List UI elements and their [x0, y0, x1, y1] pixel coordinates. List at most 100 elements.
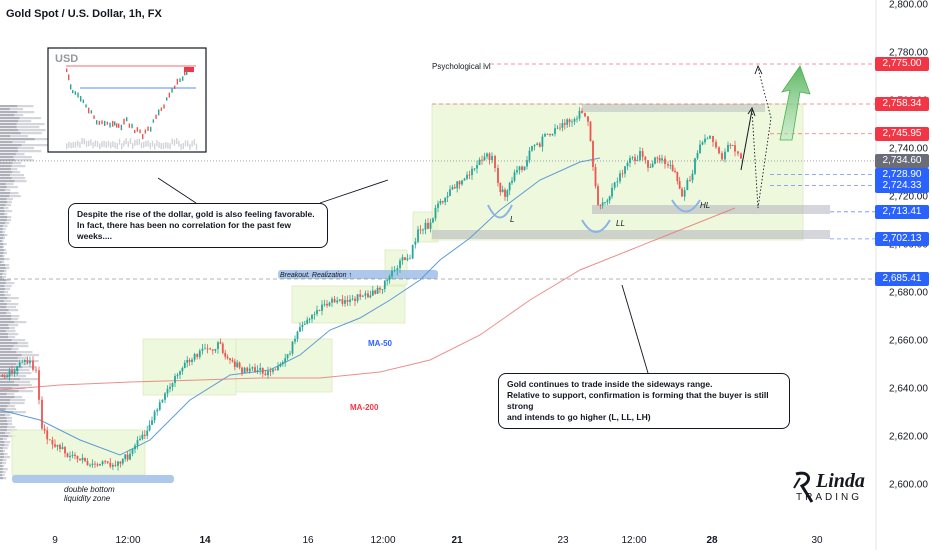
profile-bar	[0, 468, 3, 471]
profile-bar	[0, 309, 9, 312]
candle-body	[544, 134, 546, 137]
profile-bar	[0, 351, 33, 354]
profile-bar	[0, 297, 8, 300]
profile-bar	[0, 318, 12, 321]
profile-bar	[0, 405, 8, 408]
y-tick-label: 2,780.00	[889, 48, 928, 59]
profile-bar	[0, 447, 8, 450]
profile-bar	[0, 195, 21, 198]
higher-low-label: HL	[700, 201, 710, 210]
candle-body	[414, 241, 417, 245]
inset-volume-bar	[121, 143, 123, 150]
range-note-line-1: Gold continues to trade inside the sidew…	[507, 379, 713, 389]
candle-body	[272, 369, 274, 372]
candle-body	[678, 181, 681, 189]
candle-body	[313, 314, 316, 315]
profile-bar	[0, 237, 4, 240]
inset-candle	[186, 70, 188, 75]
candle-body	[251, 367, 254, 369]
candle-body	[229, 358, 231, 361]
projection-dotted-head	[754, 64, 763, 75]
candle-body	[126, 454, 129, 460]
candle-body	[516, 170, 518, 173]
swing-curve	[581, 219, 611, 233]
candle-body	[531, 146, 533, 151]
candle-body	[504, 189, 506, 197]
profile-bar	[0, 336, 9, 339]
candle-body	[16, 366, 19, 371]
candle-body	[658, 158, 661, 161]
y-tick-label: 2,800.00	[889, 0, 928, 11]
candle-body	[94, 463, 96, 465]
candle-body	[261, 367, 264, 374]
profile-bar	[0, 459, 3, 462]
ma200-line	[0, 207, 736, 391]
inset-candle	[136, 127, 139, 132]
x-tick-label: 21	[451, 535, 463, 546]
profile-bar	[0, 330, 6, 333]
candle-body	[601, 202, 604, 206]
inset-volume-bar	[99, 143, 101, 150]
candle-body	[181, 367, 184, 372]
candle-body	[161, 399, 164, 403]
price-tag: 2,758.34	[875, 96, 929, 111]
inset-candle	[77, 92, 79, 98]
candle-body	[171, 383, 174, 387]
candle-body	[721, 153, 723, 160]
projection-arrow-head	[747, 106, 756, 117]
profile-bar	[0, 186, 7, 189]
candle-body	[51, 439, 54, 445]
profile-bar	[0, 429, 17, 432]
profile-bar	[0, 402, 10, 405]
candle-body	[473, 168, 476, 170]
inset-volume-bar	[156, 140, 158, 147]
candle-body	[338, 299, 341, 301]
profile-bar	[0, 432, 6, 435]
candle-body	[439, 201, 442, 204]
candle-body	[13, 370, 16, 374]
inset-candle	[112, 120, 114, 127]
price-tag: 2,728.90	[875, 167, 929, 182]
profile-bar	[0, 243, 4, 246]
y-tick-label: 2,640.00	[889, 384, 928, 395]
profile-bar	[0, 444, 5, 447]
profile-bar	[0, 474, 2, 477]
candle-body	[38, 370, 40, 400]
candle-body	[374, 290, 377, 294]
candle-body	[592, 141, 594, 168]
candle-body	[311, 314, 313, 320]
profile-bar	[0, 399, 10, 402]
inset-candle	[66, 68, 68, 73]
profile-bar	[0, 150, 42, 153]
candle-body	[631, 157, 634, 159]
candle-body	[193, 354, 196, 360]
profile-bar	[0, 417, 7, 420]
candle-body	[379, 287, 381, 290]
inset-candle	[139, 129, 141, 134]
candle-body	[541, 136, 544, 147]
profile-bar	[0, 324, 9, 327]
candle-body	[456, 181, 459, 189]
profile-bar	[0, 363, 17, 366]
profile-bar	[0, 147, 18, 150]
y-tick-label: 2,660.00	[889, 336, 928, 347]
inset-volume-bar	[171, 138, 173, 145]
candle-body	[533, 145, 536, 147]
inset-volume-bar	[94, 140, 96, 147]
candle-body	[296, 331, 299, 339]
profile-bar	[0, 165, 12, 168]
candle-body	[321, 304, 323, 311]
candle-body	[571, 121, 573, 123]
candle-body	[269, 371, 272, 372]
x-tick-label: 30	[811, 535, 823, 546]
profile-bar	[0, 120, 19, 123]
candle-body	[471, 168, 473, 176]
candle-body	[563, 123, 566, 125]
profile-bar	[0, 156, 32, 159]
profile-bar	[0, 267, 6, 270]
swing-curve	[671, 199, 701, 213]
candle-body	[546, 134, 549, 135]
profile-bar	[0, 441, 11, 444]
candle-body	[248, 368, 251, 372]
candle-body	[556, 127, 559, 129]
